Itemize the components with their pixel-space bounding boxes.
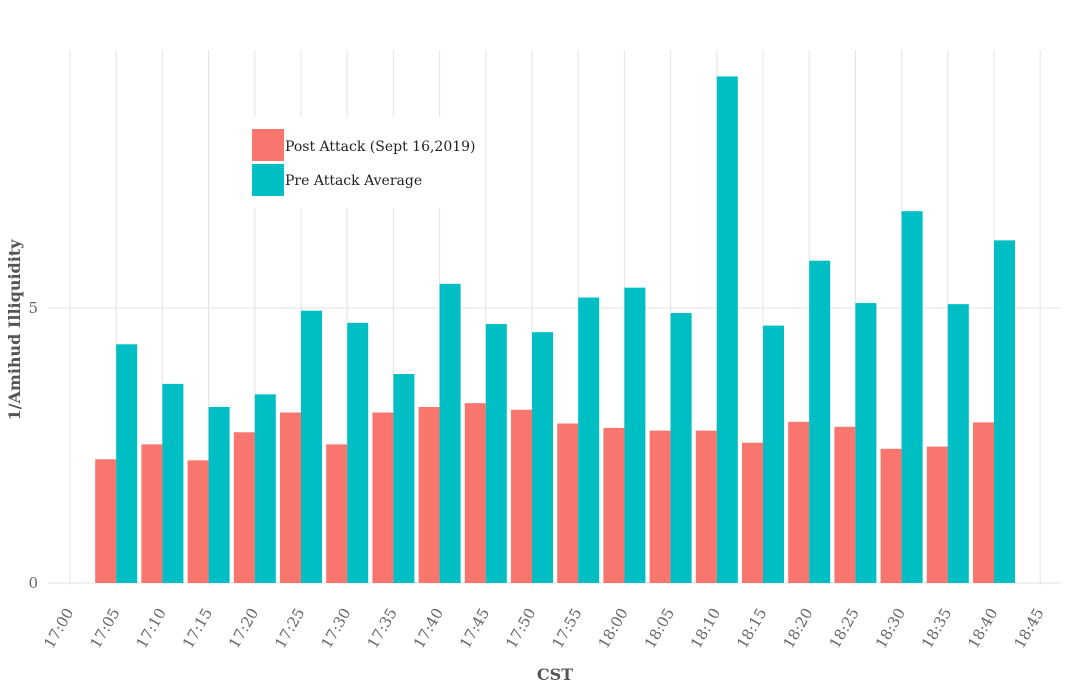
x-tick-label: 17:15 xyxy=(179,605,216,651)
bar-pre-attack-average xyxy=(855,303,877,583)
bar-post-attack xyxy=(557,423,579,583)
bar-post-attack xyxy=(511,409,532,583)
bar-pre-attack-average xyxy=(670,312,692,583)
bar-post-attack xyxy=(187,460,209,583)
bar-pre-attack-average xyxy=(116,344,138,583)
legend: Post Attack (Sept 16,2019) Pre Attack Av… xyxy=(239,117,476,208)
x-tick-label: 18:15 xyxy=(733,605,770,651)
x-tick-label: 17:50 xyxy=(502,605,539,651)
bar-post-attack xyxy=(695,430,717,583)
x-tick-label: 18:40 xyxy=(964,605,1001,651)
x-tick-label: 17:30 xyxy=(317,605,354,651)
bar-pre-attack-average xyxy=(901,211,923,583)
bar-post-attack xyxy=(372,412,394,583)
bar-post-attack xyxy=(418,407,440,583)
legend-label-post-attack: Post Attack (Sept 16,2019) xyxy=(285,139,476,155)
x-tick-label: 17:10 xyxy=(133,605,170,651)
x-tick-label: 17:20 xyxy=(225,605,262,651)
bar-post-attack xyxy=(603,427,625,583)
legend-swatch-post-attack xyxy=(252,129,284,161)
bar-pre-attack-average xyxy=(532,332,553,583)
bar-pre-attack-average xyxy=(716,76,738,583)
bar-pre-attack-average xyxy=(301,310,322,583)
bar-post-attack xyxy=(926,446,948,583)
bar-pre-attack-average xyxy=(624,287,646,583)
bar-post-attack xyxy=(742,442,763,583)
bar-pre-attack-average xyxy=(393,374,415,583)
bar-pre-attack-average xyxy=(994,240,1015,583)
bar-pre-attack-average xyxy=(439,283,461,583)
y-tick-label: 5 xyxy=(28,299,38,317)
x-tick-label: 18:20 xyxy=(779,605,816,651)
bar-post-attack xyxy=(788,421,810,583)
legend-swatch-pre-attack xyxy=(252,164,284,196)
bar-pre-attack-average xyxy=(947,304,969,583)
bar-post-attack xyxy=(649,430,671,583)
bar-pre-attack-average xyxy=(485,323,507,583)
bar-post-attack xyxy=(973,422,994,583)
x-tick-label: 17:00 xyxy=(40,605,77,651)
bar-post-attack xyxy=(834,426,856,583)
x-tick-label: 17:25 xyxy=(271,605,308,651)
bar-post-attack xyxy=(233,432,255,583)
bar-pre-attack-average xyxy=(347,322,369,583)
x-tick-label: 17:05 xyxy=(86,605,123,651)
x-tick-label: 18:00 xyxy=(595,605,632,651)
x-tick-label: 18:35 xyxy=(918,605,955,651)
x-tick-label: 18:45 xyxy=(1010,605,1047,651)
x-tick-label: 17:45 xyxy=(456,605,493,651)
bar-pre-attack-average xyxy=(809,260,831,583)
x-tick-label: 18:30 xyxy=(872,605,909,651)
bar-post-attack xyxy=(880,448,902,583)
legend-label-pre-attack: Pre Attack Average xyxy=(285,173,422,189)
bar-post-attack xyxy=(326,444,348,583)
x-axis-title: CST xyxy=(537,665,573,684)
x-tick-label: 18:10 xyxy=(687,605,724,651)
bar-pre-attack-average xyxy=(763,325,784,583)
bar-post-attack xyxy=(464,403,486,583)
bar-post-attack xyxy=(280,412,301,583)
bar-post-attack xyxy=(95,459,117,583)
x-tick-label: 18:25 xyxy=(826,605,863,651)
y-tick-label: 0 xyxy=(28,574,38,592)
bar-pre-attack-average xyxy=(208,407,230,583)
y-axis-title: 1/Amihud Illiquidity xyxy=(5,239,24,421)
x-tick-label: 17:55 xyxy=(548,605,585,651)
y-axis: 05 xyxy=(28,299,38,592)
bar-post-attack xyxy=(141,444,163,583)
x-axis: 17:00 17:05 17:10 17:15 17:20 17:25 17:30 17:35… xyxy=(40,605,1047,651)
x-tick-label: 17:35 xyxy=(364,605,401,651)
bar-pre-attack-average xyxy=(578,297,600,583)
x-tick-label: 17:40 xyxy=(410,605,447,651)
bars xyxy=(95,76,1015,583)
bar-pre-attack-average xyxy=(254,394,276,583)
bar-pre-attack-average xyxy=(162,383,184,583)
x-tick-label: 18:05 xyxy=(641,605,678,651)
